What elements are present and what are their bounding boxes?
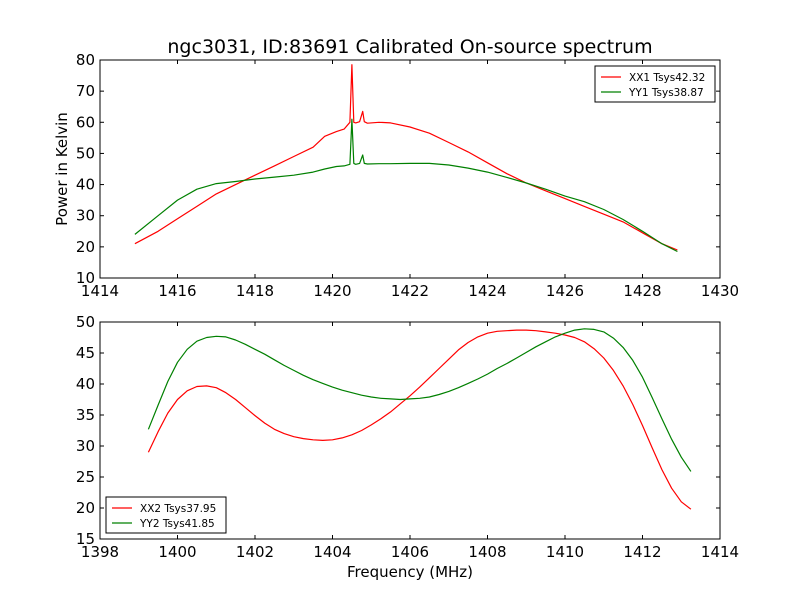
x-tick-label: 1414 [701, 543, 739, 561]
x-tick-label: 1424 [468, 282, 506, 300]
x-tick-label: 1406 [391, 543, 429, 561]
legend-box [105, 496, 227, 534]
x-tick-label: 1426 [546, 282, 584, 300]
legend: XX1 Tsys42.32 YY1 Tsys38.87 [594, 65, 716, 103]
y-tick-label: 30 [76, 437, 95, 455]
series-line-2-2 [147, 328, 692, 472]
y-tick-label: 30 [76, 207, 95, 225]
top-plot-panel: 1414 1416 1418 1420 1422 1424 1426 1428 1430 10 20… [53, 51, 739, 300]
y-tick-label: 35 [76, 406, 95, 424]
y-tick-label: 60 [76, 113, 95, 131]
series-line-1-2 [134, 118, 678, 253]
y-tick-label: 15 [76, 530, 95, 548]
x-tick-label: 1400 [158, 543, 196, 561]
y-tick-label: 25 [76, 468, 95, 486]
x-axis-label: Frequency (MHz) [347, 563, 473, 581]
y-tick-label: 45 [76, 344, 95, 362]
y-tick-label: 50 [76, 313, 95, 331]
bottom-plot-panel: 1398 1400 1402 1404 1406 1408 1410 1412 1414 15 20… [76, 313, 739, 581]
legend-box [594, 65, 716, 103]
y-axis-label: Power in Kelvin [53, 112, 71, 226]
x-tick-label: 1414 [81, 282, 119, 300]
legend-label: YY1 Tsys38.87 [628, 87, 704, 99]
x-tick-label: 1422 [391, 282, 429, 300]
y-tick-label: 40 [76, 176, 95, 194]
series-line-1-1 [134, 64, 678, 251]
x-tick-label: 1410 [546, 543, 584, 561]
x-tick-label: 1398 [81, 543, 119, 561]
y-tick-label: 70 [76, 82, 95, 100]
x-tick-label: 1408 [468, 543, 506, 561]
legend-label: XX1 Tsys42.32 [629, 72, 705, 84]
x-tick-label: 1420 [313, 282, 351, 300]
y-tick-label: 20 [76, 499, 95, 517]
legend-label: XX2 Tsys37.95 [140, 503, 216, 515]
legend: XX2 Tsys37.95 YY2 Tsys41.85 [105, 496, 227, 534]
legend-label: YY2 Tsys41.85 [139, 518, 215, 530]
x-tick-label: 1416 [158, 282, 196, 300]
y-tick-label: 20 [76, 238, 95, 256]
x-tick-label: 1412 [623, 543, 661, 561]
y-tick-label: 10 [76, 269, 95, 287]
y-tick-label: 50 [76, 144, 95, 162]
series-line-2-1 [147, 329, 692, 510]
chart-title: ngc3031, ID:83691 Calibrated On-source s… [167, 36, 652, 58]
x-tick-label: 1404 [313, 543, 351, 561]
x-tick-label: 1430 [701, 282, 739, 300]
x-tick-label: 1402 [236, 543, 274, 561]
y-tick-label: 80 [76, 51, 95, 69]
y-tick-label: 40 [76, 375, 95, 393]
x-tick-label: 1428 [623, 282, 661, 300]
x-tick-label: 1418 [236, 282, 274, 300]
